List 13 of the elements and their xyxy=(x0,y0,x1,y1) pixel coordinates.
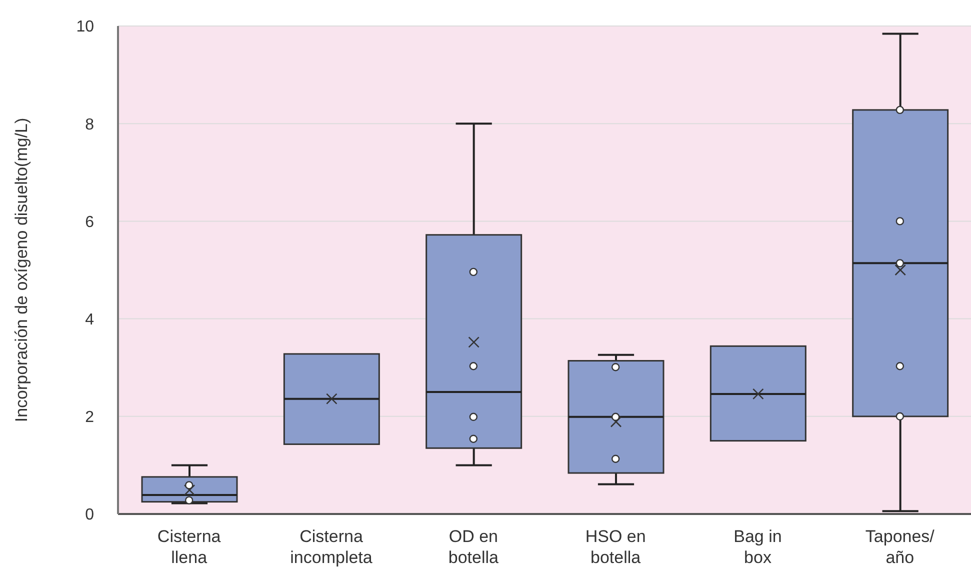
x-tick-label: HSO en botella xyxy=(585,527,646,567)
y-tick-label: 4 xyxy=(85,311,94,328)
y-tick-label: 0 xyxy=(85,506,94,524)
x-tick-label: Cisterna llena xyxy=(157,527,222,567)
y-tick-label: 2 xyxy=(85,409,94,426)
x-tick-label: Bag in box xyxy=(734,527,782,567)
x-tick-label: Cisterna incompleta xyxy=(290,527,373,567)
x-tick-label: Tapones/ año xyxy=(865,527,935,567)
y-tick-label: 6 xyxy=(85,214,94,231)
y-axis-title: Incorporación de oxígeno disuelto(mg/L) xyxy=(12,118,32,422)
x-tick-label: OD en botella xyxy=(448,527,500,567)
y-tick-label: 8 xyxy=(85,116,94,134)
y-tick-label: 10 xyxy=(76,18,94,36)
